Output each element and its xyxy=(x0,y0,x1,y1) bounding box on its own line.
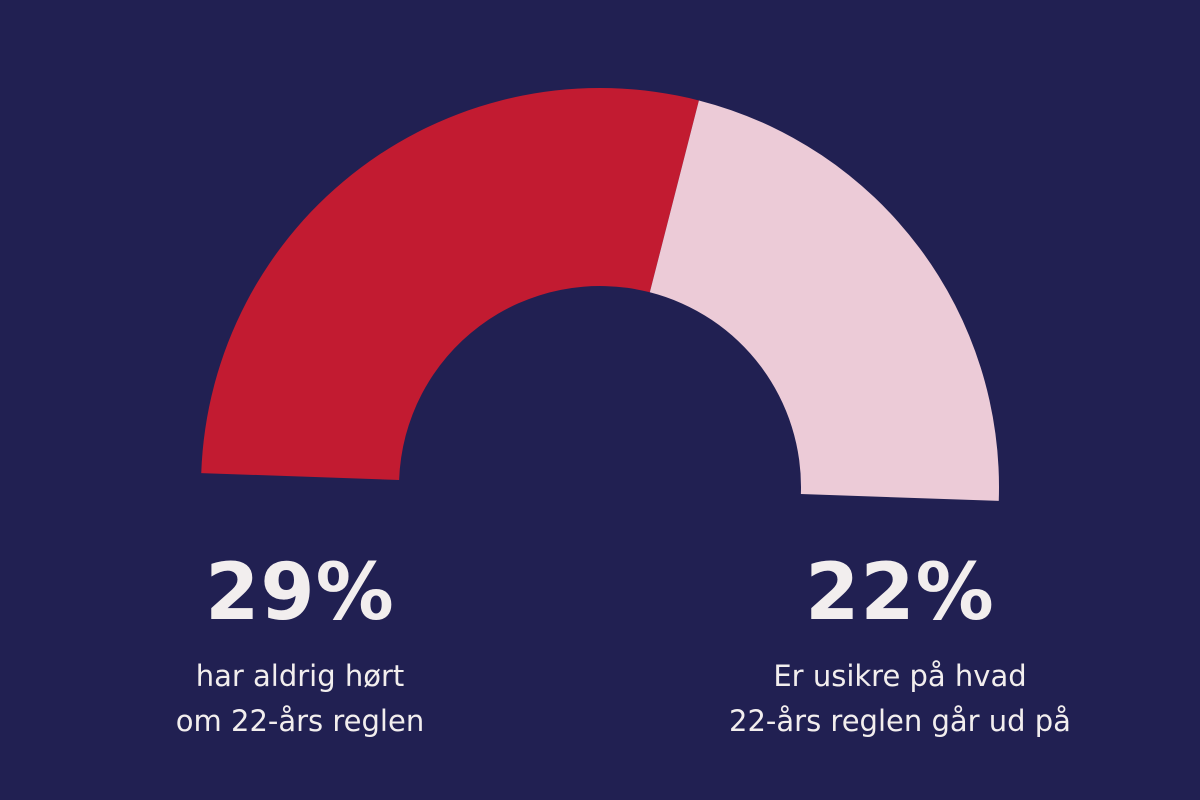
stat-left: 29% har aldrig hørt om 22-års reglen xyxy=(20,548,580,744)
stat-description: har aldrig hørt om 22-års reglen xyxy=(20,654,580,744)
gauge-segment xyxy=(201,87,699,480)
description-line: om 22-års reglen xyxy=(175,704,425,738)
gauge-segment xyxy=(649,100,1000,501)
description-line: 22-års reglen går ud på xyxy=(729,704,1071,738)
stat-description: Er usikre på hvad 22-års reglen går ud p… xyxy=(620,654,1180,744)
description-line: har aldrig hørt xyxy=(195,659,405,693)
percent-value: 29% xyxy=(205,548,395,638)
description-line: Er usikre på hvad xyxy=(773,659,1027,693)
stat-right: 22% Er usikre på hvad 22-års reglen går … xyxy=(620,548,1180,744)
percent-value: 22% xyxy=(805,548,995,638)
